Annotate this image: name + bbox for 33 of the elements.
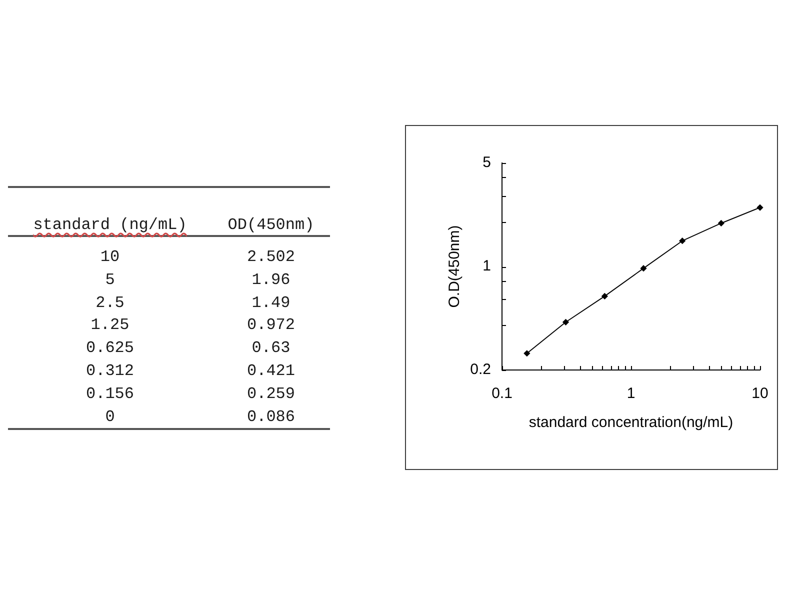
category-label: 0: [105, 408, 115, 426]
point: [602, 293, 608, 300]
category-label: 0.156: [86, 384, 134, 403]
y-tick-label: 5: [482, 154, 491, 172]
x-tick-label: 0.1: [492, 385, 512, 402]
point: [756, 204, 764, 211]
point: [718, 220, 724, 226]
x-tick-label: 10: [752, 385, 768, 402]
x-tick-label: 1: [626, 385, 636, 402]
point: [640, 265, 647, 272]
category-label: 1.25: [90, 316, 130, 334]
data-label: 0.086: [246, 408, 295, 426]
y-axis-title: O.D(450nm): [446, 225, 464, 308]
x-axis-title: standard concentration(ng/mL): [528, 414, 734, 432]
text: OD(450nm): [228, 216, 314, 234]
category-label: 0.625: [86, 339, 134, 358]
data-label: 0.259: [246, 384, 295, 403]
data-label: 0.421: [246, 362, 295, 380]
category-label: 5: [105, 270, 115, 289]
text: standard (ng/mL): [33, 216, 187, 234]
data-label: 1.96: [252, 270, 290, 289]
category-label: 10: [100, 248, 120, 266]
category-label: 0.312: [86, 362, 134, 380]
data-label: 2.502: [246, 248, 295, 266]
y-tick-label: 1: [482, 258, 491, 275]
data-label: 1.49: [252, 294, 290, 312]
point: [679, 238, 686, 244]
y-tick-label: 0.2: [470, 361, 491, 378]
data-label: 0.63: [252, 339, 290, 358]
point: [524, 350, 530, 356]
data-label: 0.972: [246, 316, 295, 334]
point: [562, 319, 569, 326]
category-label: 2.5: [96, 294, 124, 312]
